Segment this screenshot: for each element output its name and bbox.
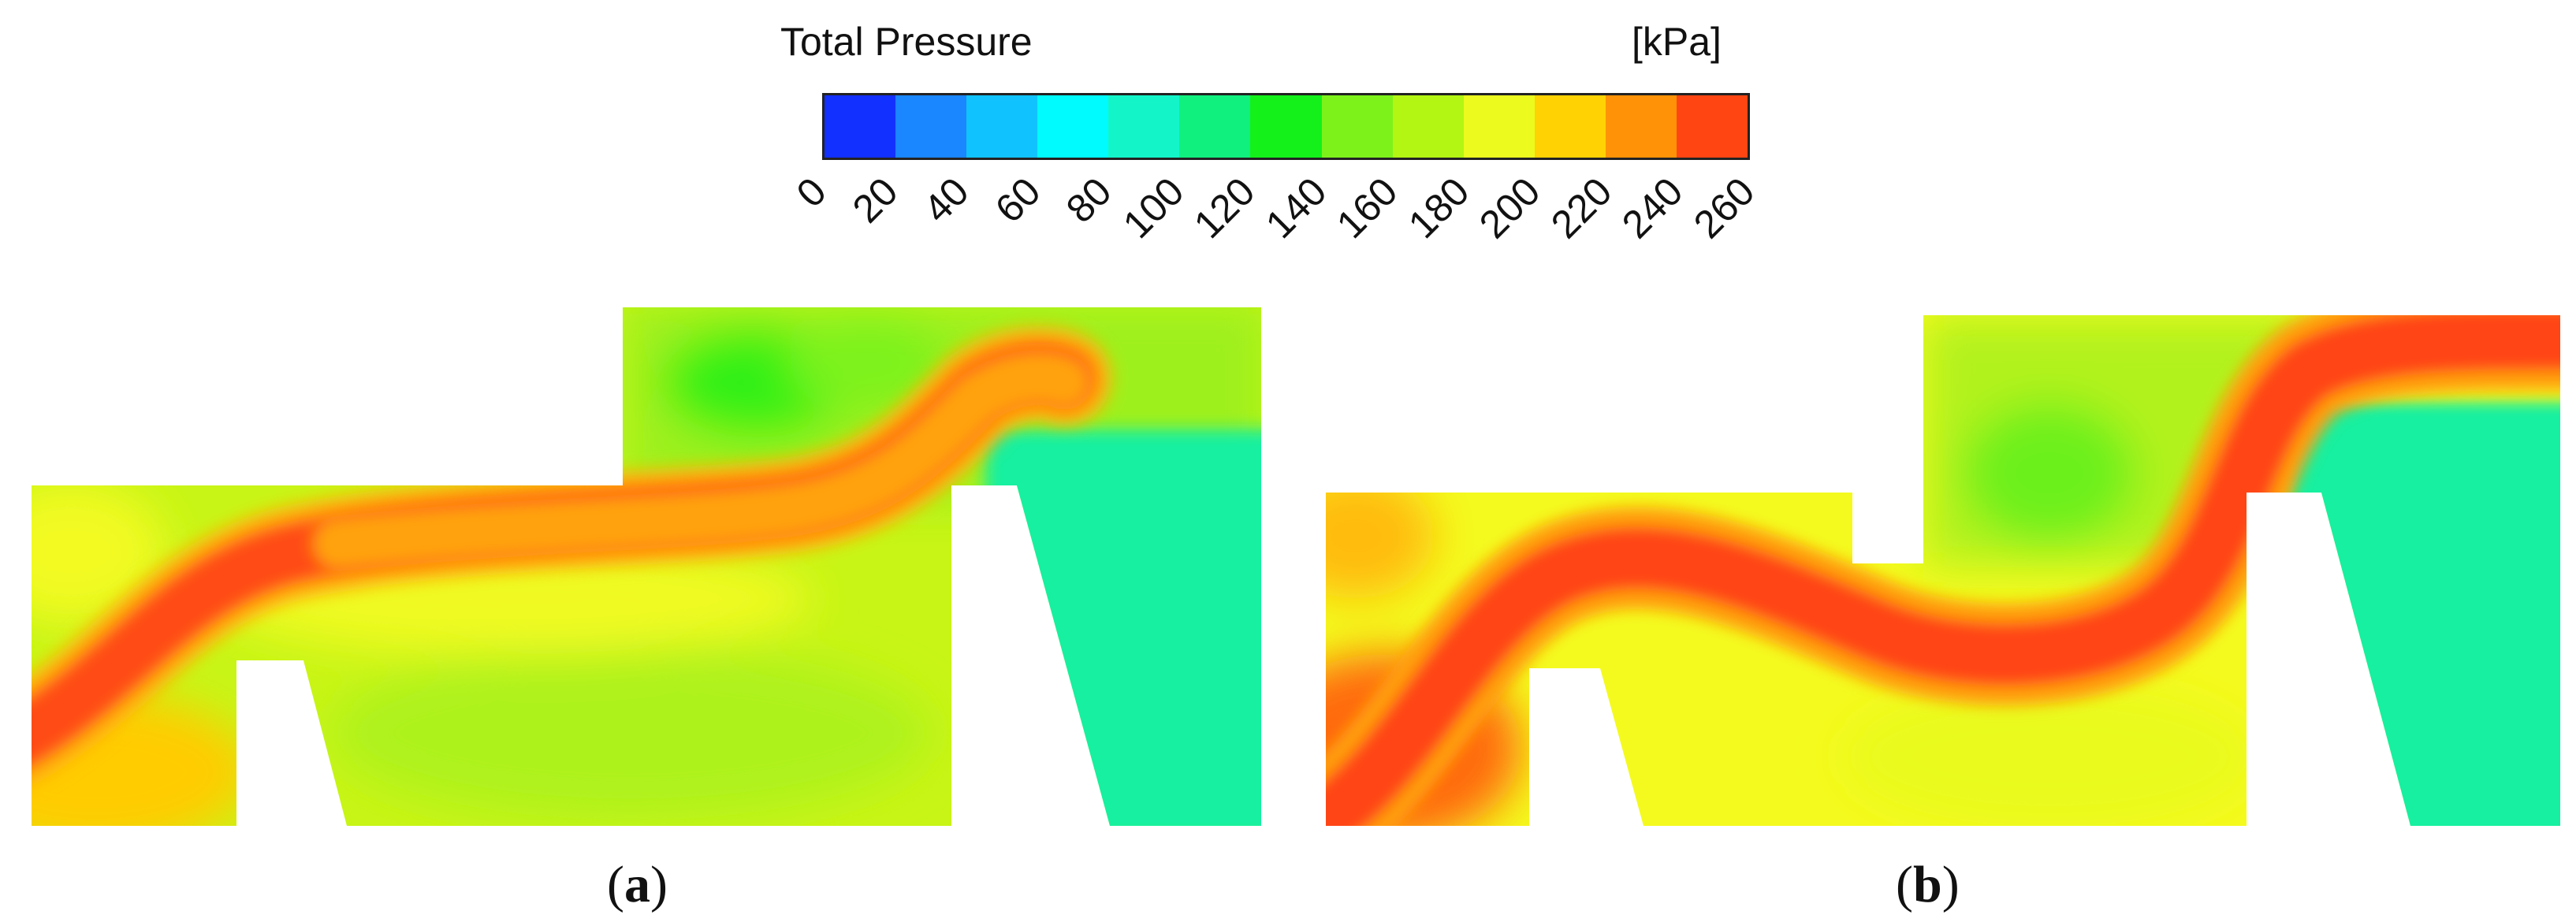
colorbar-tick-label: 60 xyxy=(986,169,1049,232)
legend-title: Total Pressure xyxy=(780,20,1033,64)
colorbar-segment xyxy=(1676,95,1748,158)
colorbar-tick-label: 200 xyxy=(1471,169,1549,247)
colorbar-tick-label: 20 xyxy=(843,169,906,232)
colorbar-segment xyxy=(1250,95,1322,158)
colorbar-tick-label: 40 xyxy=(914,169,977,232)
colorbar-segment xyxy=(1392,95,1464,158)
colorbar-tick-label: 120 xyxy=(1186,169,1264,247)
colorbar-tick-label: 140 xyxy=(1256,169,1335,247)
colorbar-segment xyxy=(1463,95,1535,158)
colorbar-segment xyxy=(1534,95,1606,158)
colorbar-segment xyxy=(1179,95,1251,158)
colorbar-segment xyxy=(966,95,1038,158)
colorbar-tick-label: 80 xyxy=(1057,169,1120,232)
panel-b-label: (b) xyxy=(1896,856,1960,913)
colorbar-segment xyxy=(895,95,967,158)
panel-b-contour xyxy=(1326,315,2560,826)
colorbar-segment xyxy=(1037,95,1109,158)
colorbar-tick-label: 160 xyxy=(1328,169,1406,247)
panel-a-label: (a) xyxy=(607,856,668,913)
colorbar-segment xyxy=(1605,95,1677,158)
colorbar-tick-label: 260 xyxy=(1684,169,1763,247)
colorbar-tick-label: 100 xyxy=(1114,169,1193,247)
legend-unit: [kPa] xyxy=(1632,20,1722,64)
colorbar-tick-label: 0 xyxy=(787,169,835,216)
panel-a-contour xyxy=(32,307,1261,826)
colorbar-segment xyxy=(1321,95,1393,158)
colorbar-segment xyxy=(825,95,896,158)
colorbar-tick-label: 240 xyxy=(1614,169,1692,247)
colorbar-segment xyxy=(1108,95,1180,158)
colorbar-tick-label: 220 xyxy=(1542,169,1621,247)
colorbar xyxy=(822,93,1750,160)
colorbar-tick-label: 180 xyxy=(1399,169,1478,247)
